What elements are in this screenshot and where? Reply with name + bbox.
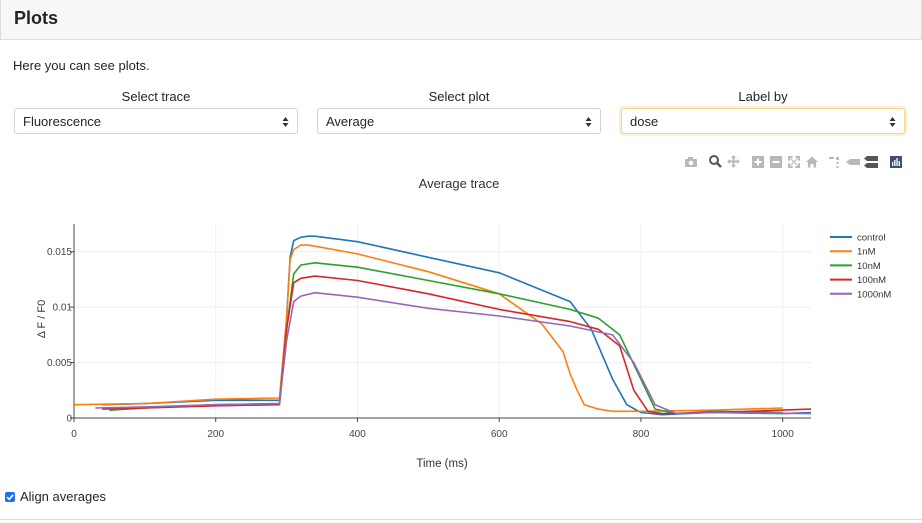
checkmark-icon [6,493,14,500]
legend-label: 1nM [857,247,876,258]
y-tick-label: 0.01 [53,303,73,314]
zoom-icon[interactable] [709,155,722,173]
series-line-1nm [73,244,783,413]
legend-label: 1000nM [857,289,891,300]
average-trace-chart: Average trace 0 200 400 600 800 1000 0 0.005 0.0… [36,176,891,470]
align-averages-row: Align averages [5,489,106,504]
select-arrows-icon [282,117,289,127]
page-header: Plots [0,0,922,40]
legend-label: control [857,233,886,244]
series-line-100nm [102,275,812,415]
y-tick-label: 0 [66,414,72,425]
grid [74,224,811,418]
x-tick-label: 600 [491,429,508,440]
pan-icon[interactable] [727,155,740,173]
x-tick-label: 400 [349,429,366,440]
legend-label: 100nM [857,275,886,286]
series-line-10nm [109,262,783,415]
x-tick-label: 0 [71,429,77,440]
x-tick-label: 1000 [772,429,795,440]
select-arrows-icon [585,117,592,127]
select-arrows-icon [889,117,896,127]
spike-lines-icon[interactable] [829,155,839,173]
trace-select-group: Select trace Fluorescence [14,89,298,134]
legend: control 1nM 10nM 100nM 1000nM [830,233,891,300]
x-tick-label: 200 [207,429,224,440]
series-line-1000nm [95,291,812,415]
y-tick-label: 0.015 [47,247,72,258]
page-title: Plots [14,8,59,28]
label-by-select-value: dose [630,114,659,129]
x-tick-label: 800 [633,429,650,440]
axes: 0 200 400 600 800 1000 0 0.005 0.01 0.015 [47,224,811,440]
align-averages-label: Align averages [20,489,106,504]
camera-icon[interactable] [684,155,698,173]
intro-text: Here you can see plots. [13,58,150,73]
trace-select-label: Select trace [121,89,191,104]
plot-select[interactable]: Average [317,108,601,134]
series-lines [73,235,812,416]
footer-divider [0,519,922,520]
chart-title: Average trace [419,176,500,191]
autoscale-icon[interactable] [787,155,801,173]
series-line-control [102,235,812,416]
plot-select-group: Select plot Average [317,89,601,134]
zoom-in-icon[interactable] [752,155,764,173]
label-by-select-label: Label by [738,89,788,104]
label-by-select-group: Label by dose [621,89,905,134]
align-averages-checkbox[interactable] [5,491,15,502]
label-by-select[interactable]: dose [621,108,905,134]
trace-select-value: Fluorescence [23,114,102,129]
reset-axes-icon[interactable] [806,155,818,173]
plot-select-label: Select plot [428,89,490,104]
x-axis-title: Time (ms) [416,458,467,470]
legend-label: 10nM [857,261,881,272]
y-axis-title: Δ F / F0 [36,300,48,339]
trace-select[interactable]: Fluorescence [14,108,298,134]
hover-compare-icon[interactable] [864,155,878,173]
plotly-logo-icon[interactable] [890,155,902,173]
plot-select-value: Average [326,114,375,129]
zoom-out-icon[interactable] [770,155,782,173]
hover-closest-icon[interactable] [846,155,860,173]
y-tick-label: 0.005 [47,358,72,369]
